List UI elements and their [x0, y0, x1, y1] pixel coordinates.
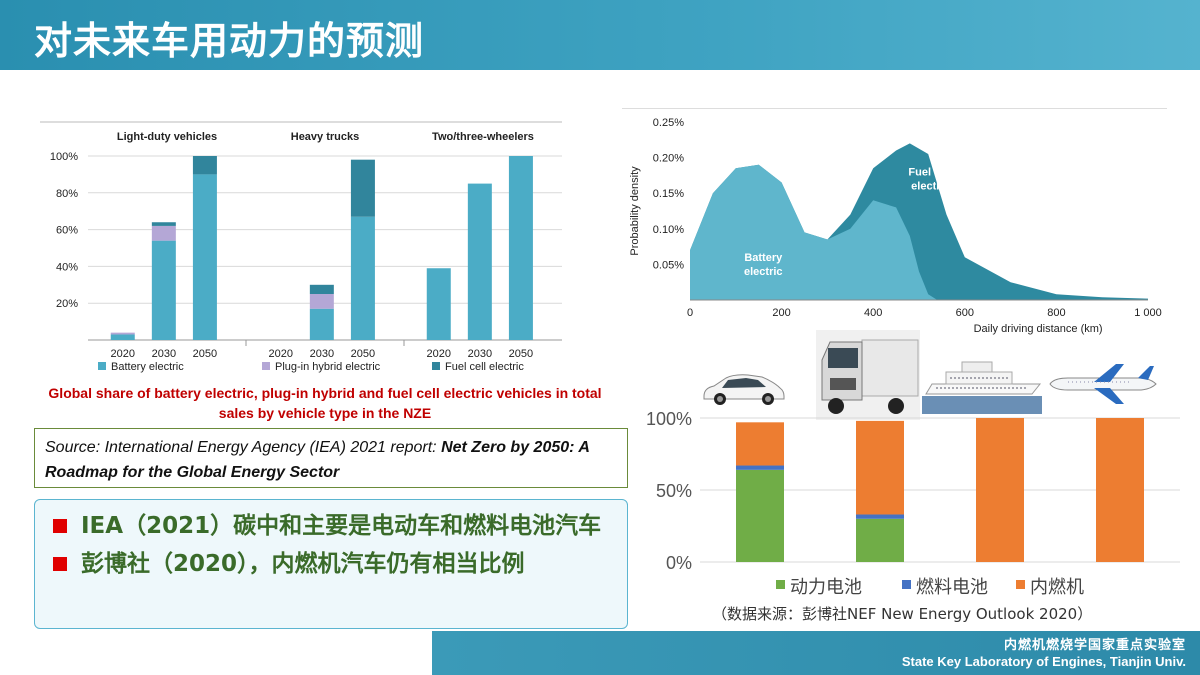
bar-segment [1096, 418, 1144, 562]
legend-label: 燃料电池 [916, 577, 988, 598]
left-stacked-bar-chart: 20% 40% 60% 80% 100% Light-duty vehicles 2020 2… [40, 121, 562, 373]
bar-segment [426, 268, 451, 340]
x-tick-label: 2050 [509, 348, 533, 360]
legend-label: 动力电池 [790, 577, 862, 598]
truck-icon [816, 330, 920, 420]
bar-segment [110, 332, 135, 335]
x-tick-label: 2020 [269, 348, 293, 360]
annotation-battery: electric [744, 266, 783, 278]
vehicle-icons-row [700, 330, 1190, 420]
x-tick-label: 2020 [427, 348, 451, 360]
bar-segment [350, 216, 375, 340]
bar-segment [192, 156, 217, 175]
source-title: Net Zero by 2050: A Roadmap for the Glob… [45, 439, 590, 481]
annotation-fuel-cell: electric [911, 180, 950, 192]
group-label: Heavy trucks [291, 131, 360, 143]
x-tick-label: 600 [956, 307, 974, 319]
x-tick-label: 0 [687, 307, 693, 319]
legend-swatch [1016, 580, 1025, 589]
footer-lab-name-en: State Key Laboratory of Engines, Tianjin… [901, 654, 1186, 669]
airplane-icon [1049, 364, 1157, 404]
bar-segment [192, 174, 217, 340]
y-tick-label: 20% [56, 298, 78, 310]
y-tick-label: 40% [56, 261, 78, 273]
legend-swatch [432, 362, 440, 370]
bar-segment [309, 284, 334, 294]
x-tick-label: 2020 [111, 348, 135, 360]
x-tick-label: 800 [1047, 307, 1065, 319]
bar-segment [467, 183, 492, 340]
y-axis-label: Probability density [629, 166, 641, 256]
source-box: Source: International Energy Agency (IEA… [34, 428, 628, 488]
car-icon [703, 374, 785, 405]
bullet-square-icon [53, 557, 67, 571]
bar-segment [350, 159, 375, 217]
x-axis-label: Daily driving distance (km) [974, 323, 1103, 335]
bullet-box: IEA（2021）碳中和主要是电动车和燃料电池汽车 彭博社（2020），内燃机汽… [34, 499, 628, 629]
bloomberg-source-note: （数据来源：彭博社NEF New Energy Outlook 2020） [712, 605, 1093, 623]
density-area-chart: 0.05% 0.10% 0.15% 0.20% 0.25% 0 200 400 600 800 1 … [622, 108, 1167, 335]
footer-lab-name-cn: 内燃机燃烧学国家重点实验室 [1003, 638, 1186, 653]
bar-segment [856, 420, 904, 515]
y-tick-label: 100% [646, 409, 692, 429]
y-tick-label: 0.05% [653, 259, 684, 271]
annotation-battery: Battery [744, 252, 783, 264]
legend-label: Plug-in hybrid electric [275, 361, 381, 373]
bar-segment [856, 518, 904, 562]
bullet-square-icon [53, 519, 67, 533]
bullet-item: 彭博社（2020），内燃机汽车仍有相当比例 [47, 548, 615, 580]
y-tick-label: 80% [56, 188, 78, 200]
x-tick-label: 2030 [310, 348, 334, 360]
bloomberg-stacked-bar-chart: 0% 50% 100% 动力电池 燃料电池 内燃机 [646, 409, 1180, 598]
legend-swatch [262, 362, 270, 370]
bar-segment [151, 222, 176, 226]
footer-bar [432, 631, 1200, 675]
legend-label: Fuel cell electric [445, 361, 524, 373]
bar-segment [151, 240, 176, 340]
ship-icon [922, 361, 1042, 414]
bar-segment [309, 308, 334, 340]
group-label: Two/three-wheelers [432, 131, 534, 143]
slide-title: 对未来车用动力的预测 [34, 19, 425, 63]
bar-segment [508, 156, 533, 340]
bar-segment [736, 469, 784, 562]
y-tick-label: 0% [666, 553, 692, 573]
bar-segment [856, 514, 904, 519]
bullet-item: IEA（2021）碳中和主要是电动车和燃料电池汽车 [47, 510, 615, 542]
y-tick-label: 60% [56, 225, 78, 237]
bar-segment [736, 465, 784, 470]
group-label: Light-duty vehicles [117, 131, 217, 143]
x-tick-label: 2050 [193, 348, 217, 360]
title-bar [0, 0, 1200, 70]
area-series [690, 164, 938, 300]
x-tick-label: 200 [772, 307, 790, 319]
legend-label: Battery electric [111, 361, 184, 373]
left-chart-caption: Global share of battery electric, plug-i… [48, 385, 602, 421]
bar-segment [736, 422, 784, 466]
x-tick-label: 400 [864, 307, 882, 319]
y-tick-label: 50% [656, 481, 692, 501]
x-tick-label: 2030 [468, 348, 492, 360]
annotation-fuel-cell: Fuel cell [908, 166, 952, 178]
y-tick-label: 0.20% [653, 153, 684, 165]
bar-segment [110, 334, 135, 340]
legend-swatch [776, 580, 785, 589]
y-tick-label: 0.25% [653, 117, 684, 129]
source-prefix: Source: International Energy Agency (IEA… [45, 439, 442, 456]
bullet-text: IEA（2021）碳中和主要是电动车和燃料电池汽车 [81, 513, 602, 539]
y-tick-label: 0.10% [653, 224, 684, 236]
bullet-text: 彭博社（2020），内燃机汽车仍有相当比例 [81, 551, 525, 577]
bar-segment [151, 225, 176, 241]
x-tick-label: 2050 [351, 348, 375, 360]
bar-segment [309, 294, 334, 309]
legend-label: 内燃机 [1030, 577, 1084, 598]
legend-swatch [902, 580, 911, 589]
y-tick-label: 100% [50, 151, 78, 163]
x-tick-label: 2030 [152, 348, 176, 360]
bar-segment [976, 418, 1024, 562]
x-tick-label: 1 000 [1134, 307, 1162, 319]
y-tick-label: 0.15% [653, 188, 684, 200]
legend-swatch [98, 362, 106, 370]
